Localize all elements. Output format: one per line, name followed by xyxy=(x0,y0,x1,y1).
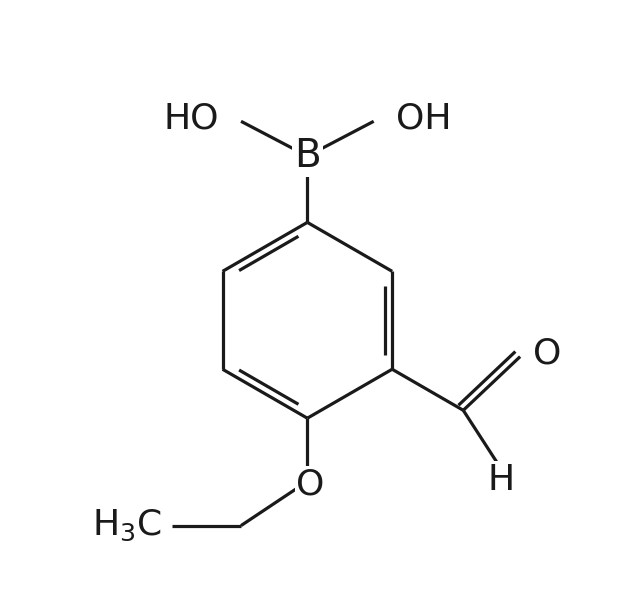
Text: HO: HO xyxy=(163,101,219,135)
Text: H$_3$C: H$_3$C xyxy=(92,508,162,543)
Text: O: O xyxy=(296,468,324,502)
Text: OH: OH xyxy=(396,101,451,135)
Text: B: B xyxy=(294,137,321,175)
Text: O: O xyxy=(532,336,561,370)
Text: H: H xyxy=(488,463,515,497)
Text: H: H xyxy=(135,509,162,543)
